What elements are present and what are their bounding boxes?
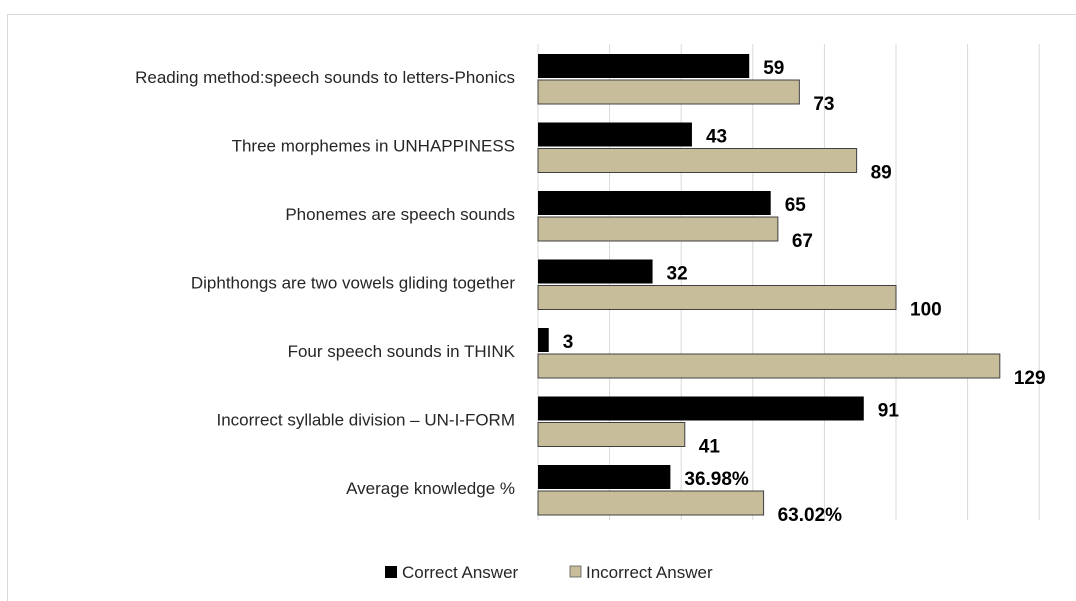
value-label-correct: 43 — [706, 127, 727, 148]
bar-correct — [538, 465, 671, 489]
value-label-incorrect: 129 — [1014, 368, 1046, 389]
chart-frame — [7, 14, 1076, 601]
value-label-incorrect: 41 — [699, 437, 721, 458]
value-label-incorrect: 100 — [910, 300, 942, 321]
bar-correct — [538, 259, 653, 284]
bars — [537, 54, 1001, 516]
legend-label-incorrect: Incorrect Answer — [586, 563, 713, 582]
bar-incorrect — [537, 79, 800, 105]
bar-correct — [538, 54, 750, 78]
bar-incorrect — [537, 148, 858, 173]
bar-incorrect — [537, 216, 779, 242]
legend: Correct Answer Incorrect Answer — [385, 563, 713, 582]
category-label: Phonemes are speech sounds — [285, 205, 515, 224]
value-label-incorrect: 89 — [871, 163, 892, 184]
legend-label-correct: Correct Answer — [402, 563, 519, 582]
bar-correct — [538, 191, 771, 215]
value-label-correct: 32 — [667, 264, 688, 285]
bar-correct — [538, 328, 549, 352]
category-label: Reading method:speech sounds to letters-… — [135, 68, 515, 87]
bar-incorrect — [537, 353, 1001, 379]
category-label: Four speech sounds in THINK — [288, 342, 516, 361]
category-label: Three morphemes in UNHAPPINESS — [232, 137, 515, 156]
bar-incorrect — [537, 285, 897, 310]
bar-correct — [538, 122, 692, 147]
bar-incorrect — [537, 490, 765, 516]
value-label-correct: 3 — [563, 332, 574, 353]
value-label-correct: 36.98% — [684, 469, 749, 490]
bar-correct — [538, 396, 864, 421]
value-label-incorrect: 73 — [813, 94, 834, 115]
value-label-correct: 65 — [785, 195, 807, 216]
legend-swatch-incorrect — [569, 565, 582, 578]
category-label: Average knowledge % — [346, 479, 515, 498]
value-label-correct: 91 — [878, 401, 900, 422]
value-label-incorrect: 67 — [792, 231, 813, 252]
category-label: Incorrect syllable division – UN-I-FORM — [216, 411, 515, 430]
value-label-incorrect: 63.02% — [778, 505, 843, 526]
bar-incorrect — [537, 422, 686, 447]
category-labels: Reading method:speech sounds to letters-… — [135, 68, 516, 498]
legend-swatch-correct — [385, 566, 397, 578]
value-label-correct: 59 — [763, 58, 784, 79]
value-labels: 59 73 43 89 65 67 32 100 3 129 91 41 36.98% 63.02% — [563, 58, 1046, 526]
category-label: Diphthongs are two vowels gliding togeth… — [191, 274, 515, 293]
